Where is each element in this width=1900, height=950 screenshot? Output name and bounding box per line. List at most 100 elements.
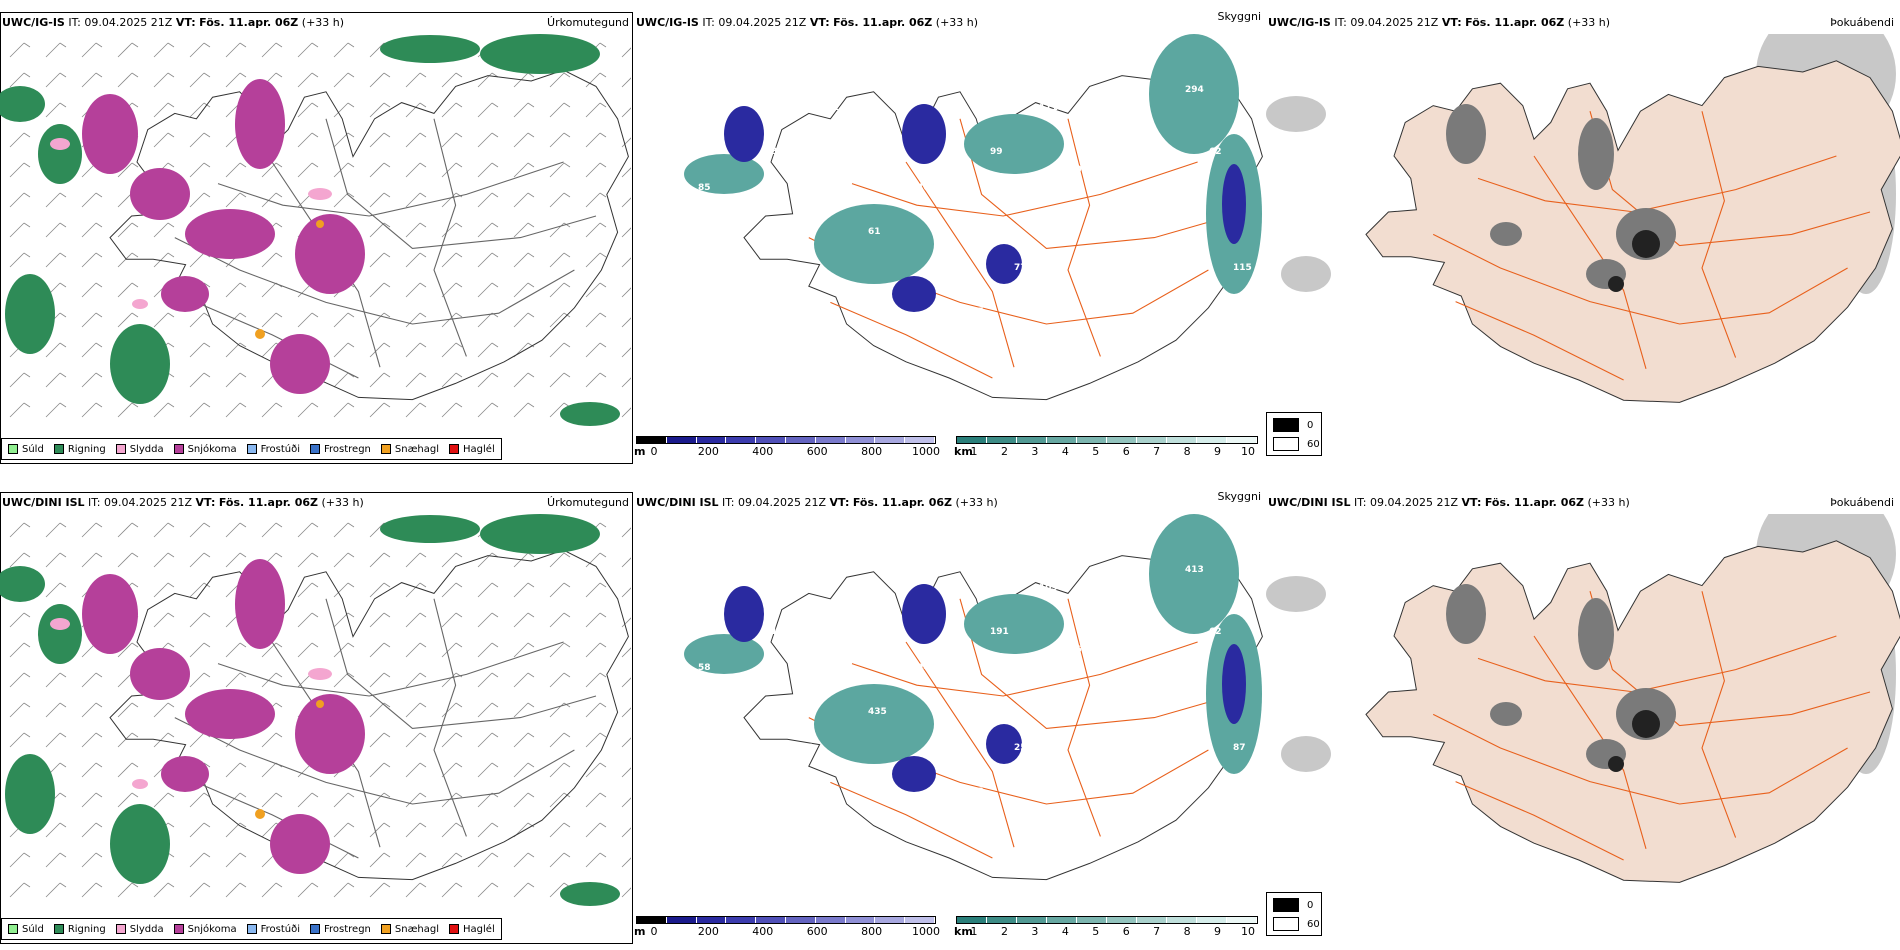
wind-barb: [455, 312, 463, 318]
wind-barb: [621, 617, 631, 628]
wind-barb: [441, 762, 457, 778]
wind-barb: [513, 792, 529, 808]
rain-area: [380, 515, 480, 543]
wind-barb: [419, 672, 427, 678]
wind-barb: [599, 792, 607, 798]
cloudbase-label: 130: [893, 67, 912, 77]
wind-barb: [455, 222, 463, 228]
wind-barb: [203, 342, 211, 348]
wind-barb: [59, 882, 67, 888]
legend-item: Rigning: [53, 444, 106, 455]
wind-barb: [117, 792, 133, 808]
cloudbase-label: 101: [820, 103, 839, 113]
wind-barb: [261, 732, 277, 748]
fog-panel-2: UWC/DINI ISL IT: 09.04.2025 21Z VT: Fös.…: [1266, 492, 1900, 944]
fog-index-area: [1578, 598, 1614, 670]
wind-barb: [189, 162, 205, 178]
visibility-area: [964, 594, 1064, 654]
visibility-area: [684, 154, 764, 194]
wind-barb: [369, 192, 385, 208]
wind-barb: [491, 762, 499, 768]
wind-barb: [225, 822, 241, 838]
wind-barb: [599, 552, 607, 558]
wind-barb: [167, 222, 175, 228]
wind-barb: [621, 137, 631, 148]
road-line: [1701, 591, 1737, 838]
rain-area: [380, 35, 480, 63]
wind-barb: [131, 42, 139, 48]
wind-barb: [81, 522, 97, 538]
fog-legend-item: 0: [1273, 898, 1313, 912]
vt-label: VT:: [195, 496, 216, 509]
legend-swatch: [8, 924, 18, 934]
legend-swatch: [449, 444, 460, 454]
wind-barb: [419, 882, 427, 888]
visibility-panel-1: UWC/IG-IS IT: 09.04.2025 21Z VT: Fös. 11…: [634, 10, 1265, 464]
wind-barb: [477, 132, 493, 148]
wind-barb: [477, 612, 493, 628]
wind-barb: [189, 732, 205, 748]
wind-barb: [419, 282, 427, 288]
wind-barb: [131, 762, 139, 768]
low-cloud-area: [986, 724, 1022, 764]
colorbar-unit: km: [954, 445, 973, 458]
wind-barb: [527, 822, 535, 828]
cloudbase-label: 253: [1014, 743, 1033, 753]
wind-barb: [167, 102, 175, 108]
colorbar-box: [1167, 437, 1197, 443]
wind-barb: [95, 522, 103, 528]
wind-barb: [261, 672, 277, 688]
wind-barb: [455, 642, 463, 648]
rain-area: [0, 566, 45, 602]
wind-barb: [81, 852, 97, 868]
legend-label: Súld: [22, 443, 44, 455]
wind-barb: [419, 402, 427, 408]
colorbar-box: [726, 917, 757, 923]
colorbar-tick: 600: [806, 445, 828, 458]
wind-barb: [225, 882, 241, 898]
wind-barb: [405, 402, 421, 418]
road-line: [1432, 713, 1848, 805]
wind-barb: [189, 852, 205, 868]
wind-barb: [621, 647, 631, 658]
wind-barb: [297, 162, 313, 178]
precip-map-1: [0, 34, 631, 426]
colorbar-box: [785, 437, 816, 443]
cloudbase-label: 115: [844, 165, 863, 175]
wind-barb: [297, 552, 313, 568]
colorbar-box: [1017, 437, 1047, 443]
wind-barb: [167, 822, 175, 828]
wind-barb: [189, 102, 205, 118]
wind-barb: [369, 132, 385, 148]
visibility-area: [814, 204, 934, 284]
wind-barb: [81, 882, 97, 898]
wind-barb: [549, 792, 565, 808]
wind-barb: [455, 792, 463, 798]
wind-barb: [225, 192, 241, 208]
wind-barb: [491, 342, 499, 348]
lead-time: (+33 h): [955, 496, 998, 509]
wind-barb: [383, 822, 391, 828]
colorbar-box: [1197, 917, 1227, 923]
vt-label: VT:: [829, 496, 850, 509]
wind-barb: [549, 402, 565, 418]
legend-item: Súld: [8, 444, 44, 455]
wind-barb: [333, 552, 349, 568]
wind-barb: [599, 852, 607, 858]
road-line: [851, 161, 1198, 217]
wind-barb: [477, 102, 493, 118]
wind-barb: [275, 402, 283, 408]
snow-area: [185, 689, 275, 739]
lead-time: (+33 h): [935, 16, 979, 29]
colorbar-box: [1227, 917, 1257, 923]
wind-barb: [239, 522, 247, 528]
wind-barb: [513, 702, 529, 718]
legend-swatch: [449, 924, 460, 934]
wind-barb: [419, 72, 427, 78]
wind-barb: [297, 792, 313, 808]
wind-barb: [563, 222, 571, 228]
colorbar-box: [845, 437, 876, 443]
road-line: [325, 118, 597, 249]
wind-barb: [225, 72, 241, 88]
wind-barb: [369, 702, 385, 718]
